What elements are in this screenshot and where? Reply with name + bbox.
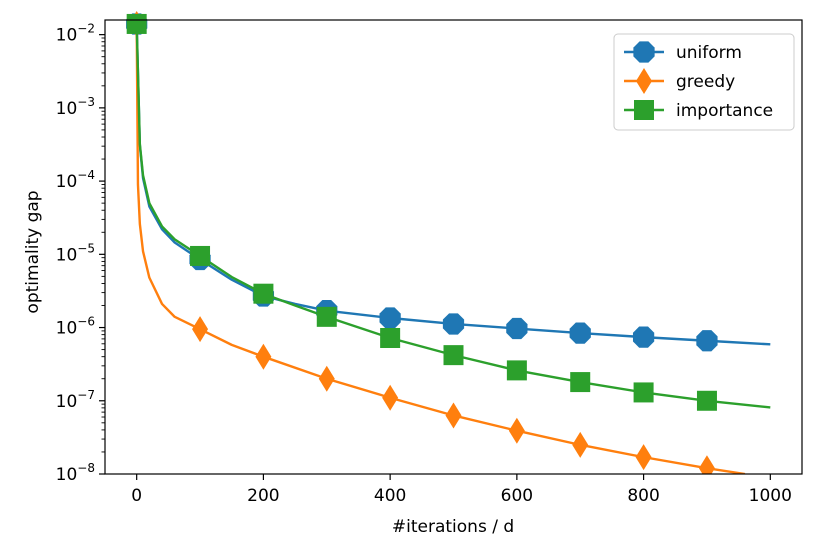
- marker-greedy: [192, 316, 209, 343]
- legend-entry-importance: importance: [624, 100, 773, 121]
- x-tick-label: 600: [501, 486, 533, 506]
- marker-importance: [380, 327, 401, 348]
- y-tick-label: 10−5: [56, 241, 95, 265]
- marker-greedy: [508, 417, 525, 444]
- legend-label: importance: [676, 101, 773, 121]
- marker-importance: [126, 13, 147, 34]
- marker-uniform: [442, 313, 465, 335]
- marker-importance: [316, 306, 337, 327]
- marker-importance: [253, 283, 274, 304]
- series-clip: [126, 10, 771, 474]
- marker-importance: [633, 382, 654, 403]
- axes-frame: [104, 19, 803, 475]
- y-tick-label: 10−8: [56, 461, 95, 485]
- x-tick-label: 0: [131, 486, 142, 506]
- marker-uniform: [506, 317, 528, 340]
- x-tick-label: 800: [627, 486, 659, 506]
- marker-greedy: [382, 384, 399, 411]
- marker-uniform: [632, 326, 655, 348]
- marker-importance: [506, 360, 527, 381]
- marker-greedy: [698, 455, 715, 474]
- legend-box: [613, 33, 795, 131]
- y-tick-label: 10−3: [56, 95, 95, 119]
- legend-label: uniform: [676, 43, 742, 63]
- marker-importance: [696, 390, 717, 411]
- y-axis-label: optimality gap: [23, 190, 43, 313]
- x-tick-label: 200: [247, 486, 279, 506]
- marker-importance: [190, 245, 211, 266]
- y-tick-label: 10−4: [56, 168, 95, 192]
- marker-greedy: [572, 431, 589, 458]
- x-axis-label: #iterations / d: [392, 517, 514, 537]
- marker-importance: [570, 372, 591, 393]
- y-tick-label: 10−7: [56, 388, 95, 412]
- marker-greedy: [445, 402, 462, 429]
- series-line-greedy: [135, 23, 746, 474]
- legend-marker-greedy: [636, 68, 652, 94]
- legend: uniform greedy importance: [613, 33, 795, 131]
- y-tick-label: 10−2: [56, 22, 95, 46]
- marker-uniform: [696, 330, 718, 352]
- series-line-importance: [135, 23, 771, 409]
- marker-uniform: [569, 322, 591, 344]
- series-importance: [126, 13, 771, 411]
- marker-greedy: [635, 444, 652, 471]
- x-tick-label: 400: [374, 486, 406, 506]
- legend-marker-uniform: [633, 41, 655, 63]
- legend-entry-greedy: greedy: [624, 68, 735, 94]
- legend-label: greedy: [676, 72, 735, 92]
- marker-greedy: [318, 365, 335, 392]
- y-tick-label: 10−6: [56, 315, 95, 339]
- marker-uniform: [379, 307, 401, 329]
- axes-group: 0 200 400 600 800 1000 10−8 10−7 10−6 10−5 10−4 10−…: [56, 19, 803, 506]
- series-group: [126, 10, 771, 474]
- legend-marker-importance: [634, 100, 654, 120]
- marker-greedy: [255, 343, 272, 370]
- marker-importance: [443, 345, 464, 366]
- legend-entry-uniform: uniform: [624, 41, 742, 63]
- x-tick-label: 1000: [749, 486, 792, 506]
